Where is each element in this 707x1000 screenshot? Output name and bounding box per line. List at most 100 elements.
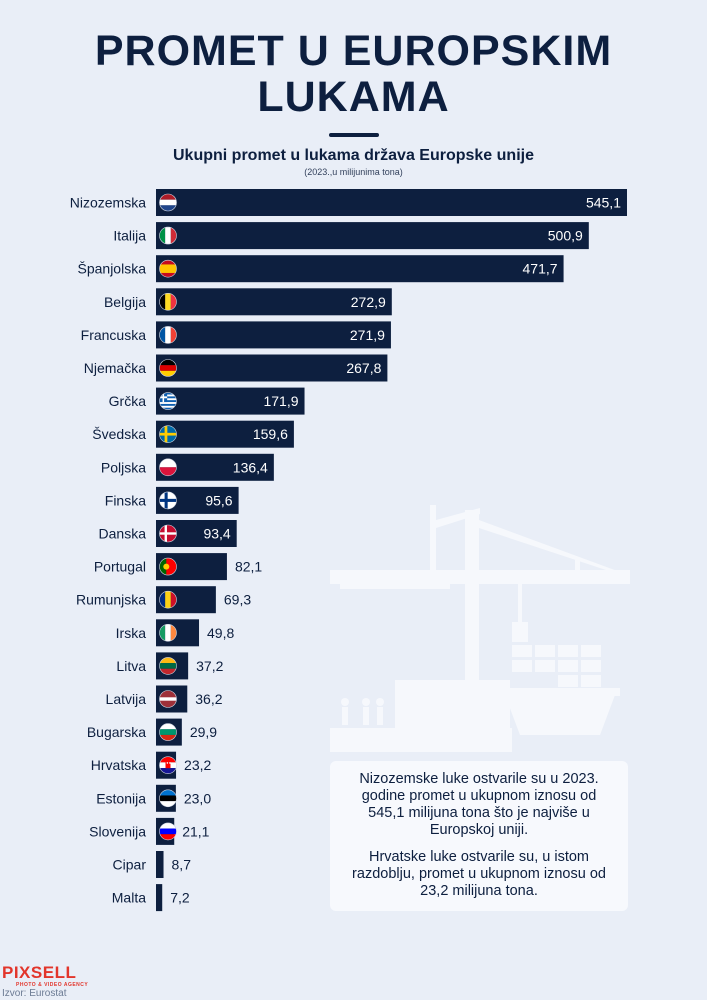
bar (156, 222, 589, 250)
flag-fr-icon (159, 326, 177, 344)
bar (156, 851, 164, 878)
flag-be-icon (159, 293, 177, 311)
value-label: 23,2 (184, 757, 211, 773)
category-label: Španjolska (78, 261, 147, 277)
category-label: Poljska (101, 459, 146, 475)
category-label: Malta (112, 890, 146, 906)
flag-it-icon (159, 227, 177, 245)
bar-group: Irska 49,8 (116, 619, 234, 647)
unit-note: (2023.,u milijunima tona) (304, 167, 403, 177)
bar-group: Poljska 136,4 (101, 453, 274, 481)
bar-group: Nizozemska 545,1 (70, 189, 627, 216)
bar-group: Španjolska 471,7 (78, 255, 564, 283)
value-label: 95,6 (205, 492, 232, 508)
bar-group: Cipar 8,7 (113, 851, 192, 878)
value-label: 171,9 (263, 393, 298, 409)
bar-group: Njemačka 267,8 (84, 354, 388, 382)
value-label: 93,4 (203, 526, 230, 542)
value-label: 267,8 (346, 360, 381, 376)
bar-group: Rumunjska 69,3 (76, 586, 251, 614)
category-label: Litva (116, 658, 146, 674)
bar-group: Danska 93,4 (99, 520, 237, 547)
bar-group: Litva 37,2 (116, 652, 224, 680)
flag-de-icon (159, 359, 177, 377)
flag-nl-icon (159, 194, 177, 211)
value-label: 545,1 (586, 195, 621, 211)
category-label: Belgija (104, 294, 146, 310)
bar (156, 884, 163, 912)
bar-group: Italija 500,9 (113, 222, 589, 250)
category-label: Slovenija (89, 823, 146, 839)
category-label: Irska (116, 625, 147, 641)
bar-group: Slovenija 21,1 (89, 817, 210, 845)
category-label: Nizozemska (70, 195, 146, 211)
category-label: Cipar (113, 857, 147, 873)
category-label: Bugarska (87, 724, 146, 740)
value-label: 471,7 (523, 261, 558, 277)
title-line-2: LUKAMA (257, 73, 450, 121)
category-label: Njemačka (84, 360, 146, 376)
value-label: 36,2 (195, 691, 222, 707)
bar-group: Grčka 171,9 (109, 387, 305, 415)
value-label: 29,9 (190, 724, 217, 740)
page-title: PROMET U EUROPSKIM LUKAMA (0, 28, 707, 120)
flag-es-icon (159, 260, 177, 278)
bar (156, 420, 294, 448)
bar-group: Portugal 82,1 (94, 553, 262, 581)
value-label: 82,1 (235, 559, 262, 575)
bar (156, 387, 305, 415)
bar-group: Bugarska 29,9 (87, 718, 217, 746)
category-label: Danska (99, 526, 147, 542)
category-label: Italija (113, 228, 146, 244)
flag-fi-icon (159, 491, 177, 509)
info-box: Nizozemske luke ostvarile su u 2023. god… (330, 761, 628, 911)
info-paragraph-1: Nizozemske luke ostvarile su u 2023. god… (359, 771, 599, 838)
flag-lv-icon (159, 690, 177, 708)
bar-group: Švedska 159,6 (92, 420, 294, 448)
flag-se-icon (159, 425, 177, 443)
bar (156, 189, 627, 216)
value-label: 136,4 (233, 459, 268, 475)
flag-dk-icon (159, 525, 177, 542)
bar-group: Belgija 272,9 (104, 288, 392, 316)
flag-ro-icon (159, 591, 177, 609)
category-label: Rumunjska (76, 592, 146, 608)
flag-gr-icon (159, 392, 177, 410)
category-label: Portugal (94, 559, 146, 575)
flag-ee-icon (159, 789, 177, 807)
bar-group: Finska 95,6 (105, 486, 239, 514)
bar-group: Francuska 271,9 (81, 321, 391, 349)
value-label: 23,0 (184, 790, 211, 806)
bar-group: Hrvatska 23,2 (91, 751, 212, 779)
value-label: 500,9 (548, 228, 583, 244)
category-label: Hrvatska (91, 757, 146, 773)
bar (156, 288, 392, 316)
title-divider (329, 133, 379, 137)
category-label: Francuska (81, 327, 147, 343)
title-line-1: PROMET U EUROPSKIM (94, 27, 613, 75)
value-label: 37,2 (196, 658, 223, 674)
flag-ie-icon (159, 624, 177, 642)
logo-tagline: PHOTO & VIDEO AGENCY (16, 982, 89, 988)
bar (156, 354, 388, 382)
value-label: 8,7 (172, 857, 192, 873)
flag-pt-icon (159, 558, 177, 576)
value-label: 49,8 (207, 625, 234, 641)
value-label: 7,2 (170, 890, 190, 906)
category-label: Švedska (92, 426, 146, 442)
chart-subtitle: Ukupni promet u lukama država Europske u… (173, 147, 534, 164)
value-label: 159,6 (253, 426, 288, 442)
bar (156, 255, 564, 283)
category-label: Latvija (106, 691, 147, 707)
flag-bg-icon (159, 723, 177, 741)
flag-pl-icon (159, 458, 177, 476)
value-label: 272,9 (351, 294, 386, 310)
pixsell-logo: PIXSELL (2, 963, 77, 982)
info-paragraph-2: Hrvatske luke ostvarile su, u istom razd… (352, 849, 606, 899)
category-label: Finska (105, 492, 146, 508)
flag-lt-icon (159, 657, 177, 675)
category-label: Grčka (109, 393, 147, 409)
bar-group: Malta 7,2 (112, 884, 190, 912)
